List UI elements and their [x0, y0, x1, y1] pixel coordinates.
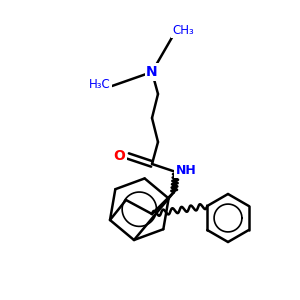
Text: O: O — [113, 149, 125, 163]
Text: H₃C: H₃C — [89, 77, 111, 91]
Text: NH: NH — [176, 164, 197, 176]
Text: N: N — [146, 65, 158, 79]
Text: CH₃: CH₃ — [172, 23, 194, 37]
